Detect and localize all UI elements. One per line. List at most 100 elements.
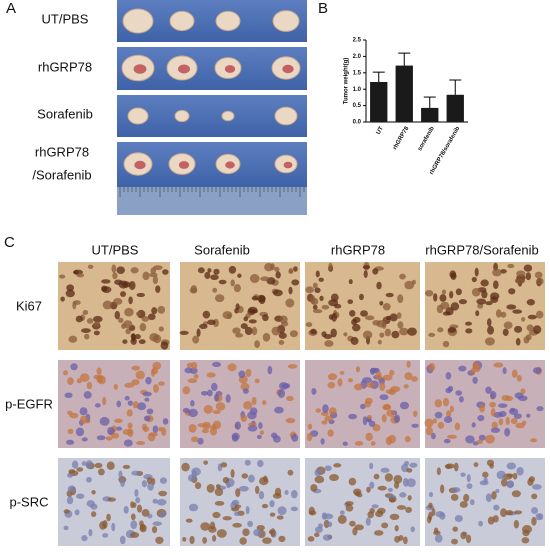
cell [410,526,415,533]
cell [439,484,445,494]
cell [480,279,489,287]
cell [487,325,495,335]
cell [291,433,299,442]
cell [141,508,150,517]
tumors [119,8,305,197]
cell [212,361,221,367]
cell [532,484,542,490]
cell [365,432,373,441]
cell [445,371,452,380]
cell [158,426,163,432]
cell [347,299,354,305]
cell [485,301,493,306]
cell [324,415,333,422]
tumor [221,110,235,122]
cell [122,339,128,344]
cell [320,438,325,445]
cell [493,362,504,368]
cell [125,328,131,335]
cell [79,407,88,416]
cell [359,293,364,301]
cell [256,434,262,440]
cell [241,473,249,479]
cell [138,339,146,345]
cell [76,493,85,499]
cell [230,469,235,478]
cell [249,407,258,416]
cell [516,270,526,277]
cell [329,474,339,482]
cell [330,328,337,338]
cell [399,273,406,280]
cell [117,317,124,323]
cell [514,277,525,284]
cell [393,474,403,484]
cell [344,501,354,506]
panel-label: B [318,0,328,17]
cell [379,382,386,391]
cell [375,510,384,518]
cell [114,310,120,320]
cell [185,518,193,523]
cell [81,437,88,442]
x-tick-label: sorafenib [417,126,436,153]
cell [66,284,75,292]
cell [202,424,212,430]
cell [458,299,468,305]
cell [251,396,257,406]
cell [534,271,543,279]
cell [399,327,409,336]
tumor [174,109,190,123]
cell [314,532,320,538]
cell [349,309,356,317]
cell [505,510,514,516]
cell [366,486,371,493]
cell [206,484,215,493]
cell [141,316,150,322]
cell [521,537,530,544]
tumor-spot [224,65,236,73]
cell [81,535,88,542]
cell [67,485,76,493]
cell [368,420,376,427]
cell [398,534,404,541]
tumor [215,10,241,32]
cell [337,378,343,387]
cell [88,529,93,537]
cell [254,378,260,384]
cell [262,314,269,322]
cell [214,294,225,303]
cell [379,332,385,338]
row-label: Sorafenib [37,106,93,121]
cell [179,330,189,335]
cell [115,426,123,431]
cell [284,490,289,495]
cell [74,509,80,516]
cell [369,462,374,470]
cell [245,506,250,515]
cell [382,302,391,311]
cell [458,365,467,372]
cell [63,509,70,514]
cell [321,304,330,310]
cell [210,274,219,281]
cell [118,280,128,289]
cell [463,493,470,502]
cell [428,502,433,509]
cell [201,428,209,434]
bar [370,81,388,122]
cell [475,310,480,317]
cell [258,295,266,305]
cell [86,381,93,390]
cell [75,427,85,437]
cell [269,512,276,517]
cell [268,529,273,535]
tumor-spot [178,161,190,169]
cell [119,535,126,545]
cell [435,511,445,518]
x-tick-label: UT [376,126,385,136]
cell [152,275,159,285]
cell [440,301,450,310]
cell [536,277,544,285]
cell [228,265,237,274]
